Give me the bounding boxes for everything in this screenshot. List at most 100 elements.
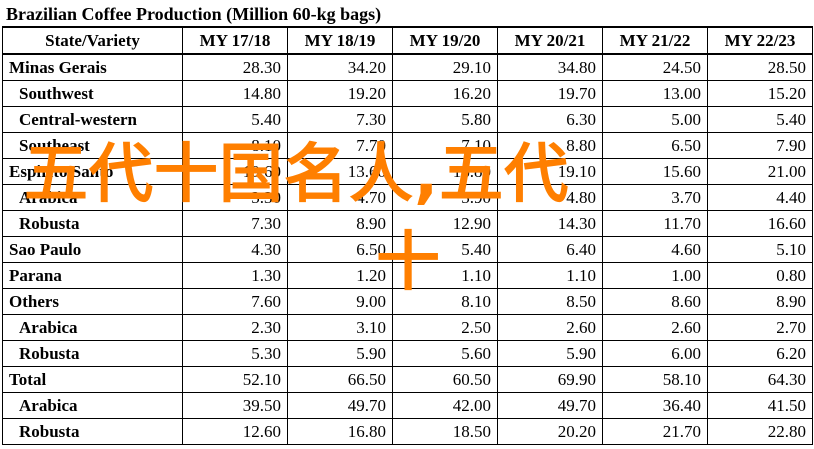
cell-value: 22.80 xyxy=(707,418,813,445)
cell-value: 16.80 xyxy=(287,418,393,445)
table-row: Sao Paulo 4.30 6.50 5.40 6.40 4.60 5.10 xyxy=(2,236,813,263)
cell-value: 60.50 xyxy=(392,366,498,393)
table-row: Espirito Santo 10.60 13.60 16.80 19.10 15.60 2… xyxy=(2,158,813,185)
table-row: Central-western 5.40 7.30 5.80 6.30 5.00 5.40 xyxy=(2,106,813,133)
cell-value: 7.90 xyxy=(707,132,813,159)
table-row: Arabica 2.30 3.10 2.50 2.60 2.60 2.70 xyxy=(2,314,813,341)
cell-value: 15.60 xyxy=(602,158,708,185)
table-row: Robusta 12.60 16.80 18.50 20.20 21.70 22.80 xyxy=(2,418,813,445)
cell-value: 5.40 xyxy=(182,106,288,133)
cell-value: 2.30 xyxy=(182,314,288,341)
cell-value: 5.90 xyxy=(497,340,603,367)
cell-value: 6.00 xyxy=(602,340,708,367)
cell-value: 49.70 xyxy=(287,392,393,419)
row-label: Robusta xyxy=(2,340,183,367)
row-label: Minas Gerais xyxy=(2,53,183,81)
cell-value: 64.30 xyxy=(707,366,813,393)
row-label: Southwest xyxy=(2,80,183,107)
cell-value: 4.70 xyxy=(287,184,393,211)
cell-value: 18.50 xyxy=(392,418,498,445)
cell-value: 2.50 xyxy=(392,314,498,341)
cell-value: 1.30 xyxy=(182,262,288,289)
cell-value: 52.10 xyxy=(182,366,288,393)
cell-value: 4.60 xyxy=(602,236,708,263)
cell-value: 1.20 xyxy=(287,262,393,289)
cell-value: 3.70 xyxy=(602,184,708,211)
cell-value: 8.80 xyxy=(497,132,603,159)
cell-value: 12.90 xyxy=(392,210,498,237)
cell-value: 16.60 xyxy=(707,210,813,237)
cell-value: 5.30 xyxy=(182,340,288,367)
cell-value: 6.30 xyxy=(497,106,603,133)
cell-value: 2.70 xyxy=(707,314,813,341)
cell-value: 1.10 xyxy=(497,262,603,289)
cell-value: 12.60 xyxy=(182,418,288,445)
table-row: Arabica 3.30 4.70 3.90 4.80 3.70 4.40 xyxy=(2,184,813,211)
cell-value: 8.50 xyxy=(497,288,603,315)
table-row: Parana 1.30 1.20 1.10 1.10 1.00 0.80 xyxy=(2,262,813,289)
table-row: Southeast 8.10 7.70 7.10 8.80 6.50 7.90 xyxy=(2,132,813,159)
cell-value: 13.00 xyxy=(602,80,708,107)
cell-value: 14.80 xyxy=(182,80,288,107)
cell-value: 8.10 xyxy=(392,288,498,315)
cell-value: 8.10 xyxy=(182,132,288,159)
cell-value: 5.80 xyxy=(392,106,498,133)
row-label: Arabica xyxy=(2,184,183,211)
cell-value: 9.00 xyxy=(287,288,393,315)
cell-value: 69.90 xyxy=(497,366,603,393)
cell-value: 42.00 xyxy=(392,392,498,419)
row-label: Southeast xyxy=(2,132,183,159)
row-label: Arabica xyxy=(2,392,183,419)
cell-value: 29.10 xyxy=(392,53,498,81)
row-label: Central-western xyxy=(2,106,183,133)
table-row: Robusta 5.30 5.90 5.60 5.90 6.00 6.20 xyxy=(2,340,813,367)
cell-value: 5.10 xyxy=(707,236,813,263)
cell-value: 66.50 xyxy=(287,366,393,393)
cell-value: 11.70 xyxy=(602,210,708,237)
cell-value: 4.30 xyxy=(182,236,288,263)
row-label: Espirito Santo xyxy=(2,158,183,185)
column-header-year: MY 22/23 xyxy=(707,26,813,55)
row-label: Robusta xyxy=(2,418,183,445)
cell-value: 34.20 xyxy=(287,53,393,81)
row-label: Total xyxy=(2,366,183,393)
row-label: Sao Paulo xyxy=(2,236,183,263)
cell-value: 2.60 xyxy=(497,314,603,341)
cell-value: 8.90 xyxy=(707,288,813,315)
cell-value: 7.30 xyxy=(287,106,393,133)
cell-value: 36.40 xyxy=(602,392,708,419)
cell-value: 7.60 xyxy=(182,288,288,315)
table-row: Others 7.60 9.00 8.10 8.50 8.60 8.90 xyxy=(2,288,813,315)
cell-value: 5.40 xyxy=(707,106,813,133)
cell-value: 8.60 xyxy=(602,288,708,315)
cell-value: 3.30 xyxy=(182,184,288,211)
cell-value: 1.10 xyxy=(392,262,498,289)
cell-value: 49.70 xyxy=(497,392,603,419)
cell-value: 6.20 xyxy=(707,340,813,367)
column-header-year: MY 21/22 xyxy=(602,26,708,55)
cell-value: 34.80 xyxy=(497,53,603,81)
cell-value: 21.70 xyxy=(602,418,708,445)
row-label: Parana xyxy=(2,262,183,289)
cell-value: 4.40 xyxy=(707,184,813,211)
cell-value: 6.50 xyxy=(602,132,708,159)
cell-value: 7.30 xyxy=(182,210,288,237)
table-row: Minas Gerais 28.30 34.20 29.10 34.80 24.50 28.… xyxy=(2,53,813,81)
cell-value: 13.60 xyxy=(287,158,393,185)
cell-value: 19.10 xyxy=(497,158,603,185)
column-header-year: MY 20/21 xyxy=(497,26,603,55)
cell-value: 14.30 xyxy=(497,210,603,237)
table-row: Robusta 7.30 8.90 12.90 14.30 11.70 16.60 xyxy=(2,210,813,237)
cell-value: 7.10 xyxy=(392,132,498,159)
cell-value: 41.50 xyxy=(707,392,813,419)
cell-value: 10.60 xyxy=(182,158,288,185)
cell-value: 6.50 xyxy=(287,236,393,263)
cell-value: 15.20 xyxy=(707,80,813,107)
cell-value: 6.40 xyxy=(497,236,603,263)
cell-value: 2.60 xyxy=(602,314,708,341)
cell-value: 5.00 xyxy=(602,106,708,133)
cell-value: 28.30 xyxy=(182,53,288,81)
cell-value: 5.60 xyxy=(392,340,498,367)
row-label: Robusta xyxy=(2,210,183,237)
column-header-year: MY 18/19 xyxy=(287,26,393,55)
